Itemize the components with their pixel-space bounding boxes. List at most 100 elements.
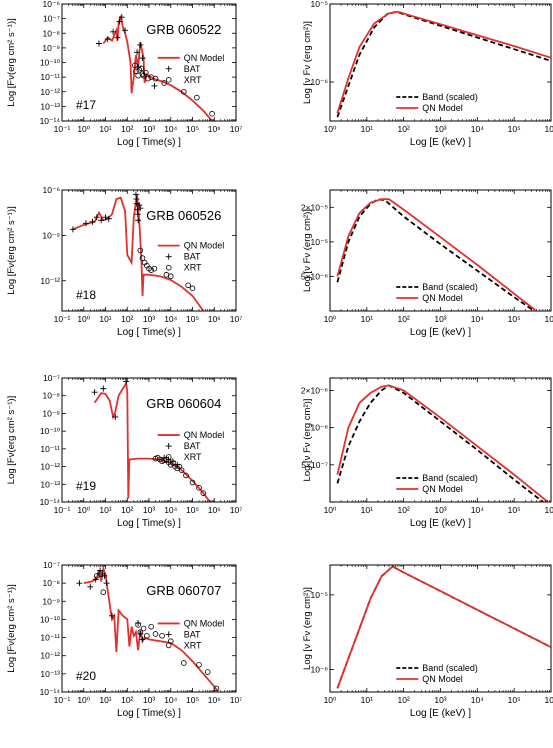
x-tick-label: 10⁶ [545,505,553,515]
x-tick-label: 10¹ [361,124,373,134]
legend-label: QN Model [422,484,463,494]
x-tick-label: 10⁰ [324,695,337,705]
legend-label: XRT [184,263,202,273]
y-tick-label: 10⁻⁹ [42,408,60,418]
xrt-point [139,255,146,261]
qn-model-line [336,384,550,502]
xrt-point [142,69,149,76]
chart-title: GRB 060604 [146,396,221,411]
bat-point [116,18,123,25]
bat-point [89,218,96,225]
y-tick-label: 10⁻¹² [40,276,60,286]
y-tick-label: 2×10⁻⁶ [301,385,328,395]
x-tick-label: 10⁴ [164,505,177,515]
xrt-point [137,629,144,635]
qn-model-line [72,194,205,311]
panel-tag: #17 [76,98,96,112]
y-tick-label: 10⁻⁵ [311,237,328,247]
qn-model-line [83,565,220,692]
y-tick-label: 10⁻¹³ [40,101,60,111]
x-axis-label: Log [ Time(s) ] [117,327,181,338]
x-tick-label: 10⁶ [208,505,221,515]
bat-point [102,214,109,221]
y-tick-label: 10⁻⁶ [311,665,328,675]
legend-label: Band (scaled) [422,92,478,102]
data-layer [95,14,215,121]
x-tick-label: 10² [121,695,133,705]
bat-point [112,413,119,420]
bat-point [136,202,143,209]
xrt-point [132,62,138,69]
xrt-point [189,479,196,486]
x-axis-label: Log [E (keV) ] [410,137,471,148]
xrt-point [178,467,185,473]
x-axis-label: Log [ Time(s) ] [117,708,181,719]
legend-label: BAT [184,629,201,639]
y-tick-label: 10⁻¹¹ [40,633,60,643]
bat-point [134,49,141,56]
x-tick-label: 10⁵ [508,314,521,324]
x-tick-label: 10⁵ [186,314,199,324]
x-tick-label: 10⁵ [186,695,199,705]
legend-label: Band (scaled) [422,282,478,292]
xrt-point [137,247,144,254]
y-tick-label: 10⁻⁸ [42,578,60,588]
bat-point [109,612,116,619]
legend-label: BAT [184,252,201,262]
x-axis-label: Log [E (keV) ] [410,327,471,338]
legend-label: QN Model [184,430,225,440]
panel-20-spectrum: 10⁰ 10¹ 10² 10³ 10⁴ 10⁵ 10⁶ 10⁻⁵ 10⁻⁶ Log [E (keV… [302,564,553,719]
x-tick-label: 10⁵ [508,124,521,134]
y-tick-label: 10⁻⁶ [43,185,60,195]
x-tick-label: 10³ [143,695,155,705]
x-tick-label: 10³ [143,314,155,324]
x-tick-label: 10² [121,124,133,134]
y-tick-label: 10⁻¹² [40,87,60,97]
x-tick-label: 10³ [143,124,155,134]
legend-swatch-xrt [165,264,172,271]
legend-label: QN Model [422,293,463,303]
legend-swatch-xrt [165,454,172,460]
legend-swatch-bat [165,65,172,72]
x-tick-label: 10⁰ [77,124,90,134]
y-tick-label: 10⁻¹¹ [40,444,60,454]
x-tick-label: 10⁷ [230,314,243,324]
bat-point [122,27,129,34]
chart-title: GRB 060707 [146,583,221,598]
xrt-point [183,472,189,479]
legend: Band (scaled)QN Model [396,663,478,684]
legend: Band (scaled)QN Model [396,92,478,113]
xrt-point [189,285,196,292]
data-layer [76,565,220,692]
qn-model-line [336,10,551,114]
legend-label: QN Model [422,103,463,113]
y-tick-label: 10⁻¹⁴ [40,687,61,697]
x-tick-label: 10⁰ [77,695,90,705]
legend-label: QN Model [184,53,225,63]
legend-swatch-xrt [165,642,172,649]
x-axis-label: Log [ Time(s) ] [117,137,181,148]
bat-point [69,226,76,233]
y-tick-label: 10⁻¹² [40,651,60,661]
bat-point [76,580,83,587]
x-axis-label: Log [E (keV) ] [410,518,471,529]
y-tick-label: 10⁻⁹ [42,596,60,606]
data-layer [336,384,550,502]
x-tick-label: 10⁶ [208,695,221,705]
y-tick-label: 10⁻⁶ [311,423,328,433]
panel-tag: #18 [76,288,96,302]
x-tick-label: 10¹ [361,695,373,705]
panel-19-spectrum: 10⁰10¹10²10³10⁴10⁵10⁶2×10⁻⁶10⁻⁶5×10⁻⁷Log… [301,377,553,529]
bat-point [101,572,108,579]
xrt-point [159,632,165,639]
xrt-point [140,625,147,632]
y-tick-label: 10⁻⁹ [42,230,60,240]
y-tick-label: 10⁻⁷ [43,14,60,24]
x-tick-label: 10¹ [99,505,111,515]
xrt-point [138,65,145,72]
x-tick-label: 10⁷ [230,124,243,134]
